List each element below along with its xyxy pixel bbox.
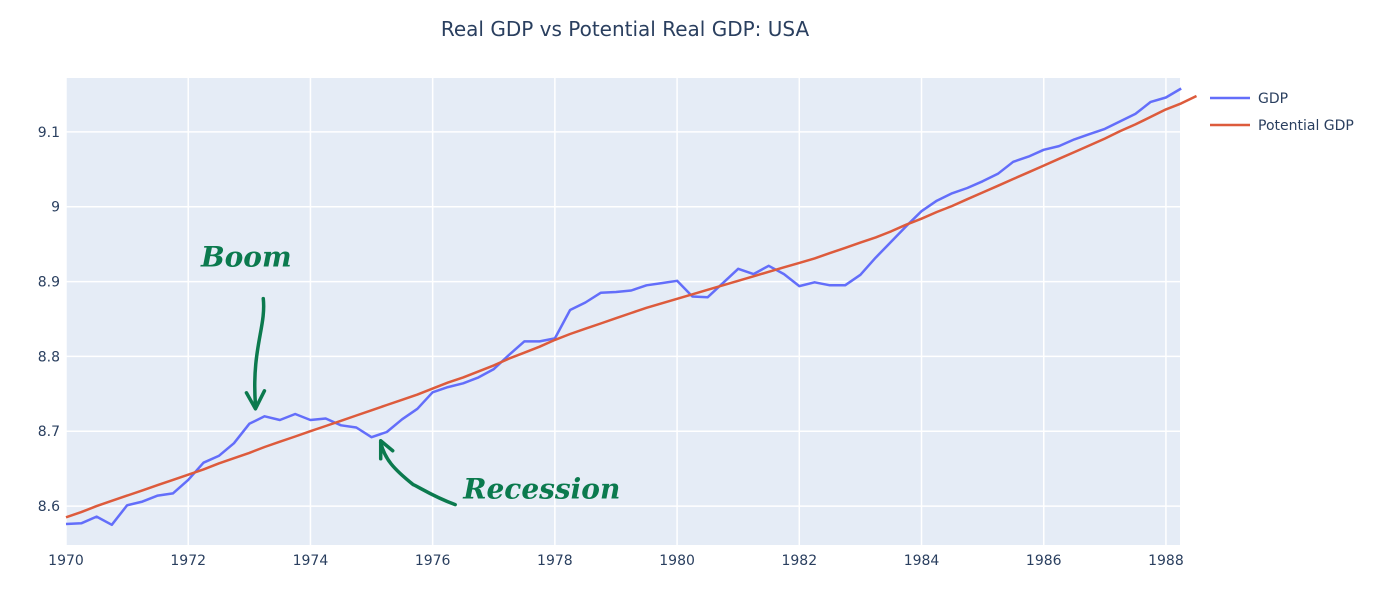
x-tick-label: 1982	[781, 553, 817, 569]
arrow-head-icon	[378, 438, 395, 461]
annotation-boom: Boom	[200, 241, 292, 274]
x-tick-label: 1980	[659, 553, 695, 569]
y-tick-label: 8.7	[38, 424, 60, 440]
legend-item-potential-gdp[interactable]: Potential GDP	[1210, 118, 1354, 134]
annotation-arrow	[378, 440, 457, 507]
y-tick-label: 8.8	[38, 349, 60, 365]
annotations: Boom Recession	[200, 241, 620, 507]
legend[interactable]: GDP Potential GDP	[1210, 91, 1354, 134]
plot-background	[66, 78, 1180, 545]
legend-label: GDP	[1258, 91, 1288, 107]
annotation-arrow	[253, 296, 266, 407]
y-axis-ticks: 8.6 8.7 8.8 9 9.1 8.9	[38, 125, 60, 515]
x-tick-label: 1988	[1148, 553, 1184, 569]
series-line-potential-gdp[interactable]	[65, 94, 1198, 519]
y-tick-label: 9	[51, 200, 60, 216]
y-tick-label: 9.1	[38, 125, 60, 141]
x-tick-label: 1974	[293, 553, 329, 569]
arrow-head-icon	[244, 389, 267, 411]
gridlines	[65, 78, 1180, 545]
y-tick-label: 8.6	[38, 499, 60, 515]
x-tick-label: 1972	[170, 553, 206, 569]
annotation-recession: Recession	[462, 473, 620, 506]
x-tick-label: 1978	[537, 553, 573, 569]
x-axis-ticks: 1970 1972 1974 1976 1978 1980 1982 1984 1986 1988	[48, 553, 1184, 569]
x-tick-label: 1984	[904, 553, 940, 569]
legend-item-gdp[interactable]: GDP	[1210, 91, 1288, 107]
series-group	[65, 87, 1198, 527]
series-line-gdp[interactable]	[65, 87, 1182, 527]
x-tick-label: 1976	[415, 553, 451, 569]
chart-title: Real GDP vs Potential Real GDP: USA	[441, 17, 810, 41]
y-tick-label: 8.9	[38, 275, 60, 291]
legend-label: Potential GDP	[1258, 118, 1354, 134]
x-tick-label: 1986	[1026, 553, 1062, 569]
x-tick-label: 1970	[48, 553, 84, 569]
